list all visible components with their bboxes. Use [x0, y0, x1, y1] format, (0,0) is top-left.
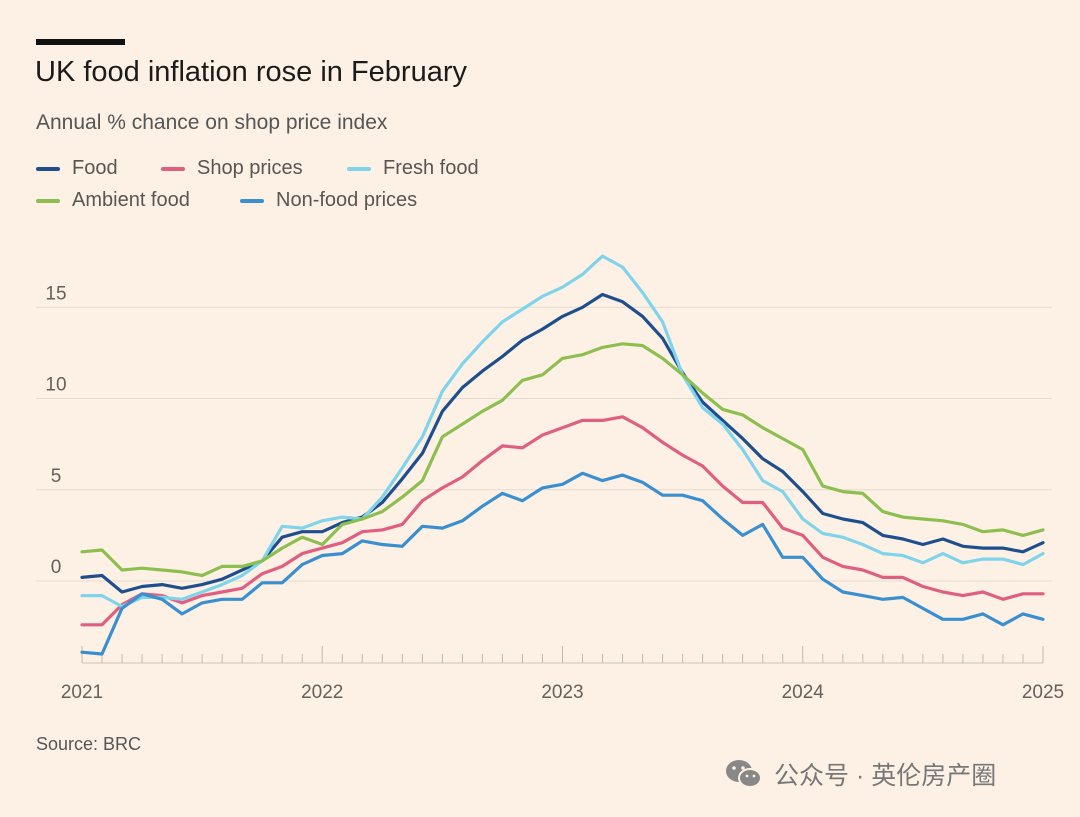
legend-item-shop-prices: Shop prices — [161, 157, 303, 180]
source-note: Source: BRC — [36, 734, 142, 754]
series-line-non-food-prices — [80, 471, 1045, 656]
legend-label-fresh-food: Fresh food — [383, 157, 479, 179]
legend-item-ambient-food: Ambient food — [36, 189, 190, 212]
chart-title: UK food inflation rose in February — [35, 56, 467, 88]
series-line-shop-prices — [80, 415, 1045, 627]
watermark-text: 公众号 · 英伦房产圈 — [774, 762, 997, 790]
legend-item-non-food-prices: Non-food prices — [240, 189, 417, 212]
legend-item-fresh-food: Fresh food — [347, 157, 479, 180]
legend-swatch-ambient-food — [36, 198, 60, 203]
legend-label-food: Food — [72, 157, 118, 179]
series-line-food — [80, 292, 1045, 594]
chart-subtitle: Annual % chance on shop price index — [36, 111, 388, 134]
x-tick-label-2023: 2023 — [541, 682, 583, 703]
wechat-icon — [726, 760, 762, 788]
legend-swatch-food — [36, 166, 60, 171]
series-line-ambient-food — [80, 342, 1045, 578]
legend-swatch-fresh-food — [347, 166, 371, 171]
x-tick-label-2025: 2025 — [1022, 682, 1064, 703]
legend-label-non-food-prices: Non-food prices — [276, 189, 418, 211]
y-tick-label-5: 5 — [51, 466, 62, 487]
x-tick-label-2024: 2024 — [782, 682, 825, 703]
y-tick-label-0: 0 — [51, 557, 62, 578]
x-tick-label-2021: 2021 — [61, 682, 103, 703]
x-tick-label-2022: 2022 — [301, 682, 343, 703]
legend-label-ambient-food: Ambient food — [72, 189, 190, 211]
legend-swatch-shop-prices — [161, 166, 185, 171]
legend-swatch-non-food-prices — [240, 198, 264, 203]
title-rule — [36, 39, 125, 45]
series-line-fresh-food — [80, 254, 1045, 609]
legend-label-shop-prices: Shop prices — [197, 157, 303, 179]
legend-item-food: Food — [36, 157, 118, 180]
watermark: 公众号 · 英伦房产圈 — [724, 756, 996, 792]
y-tick-label-15: 15 — [45, 283, 66, 304]
y-tick-label-10: 10 — [45, 375, 66, 396]
